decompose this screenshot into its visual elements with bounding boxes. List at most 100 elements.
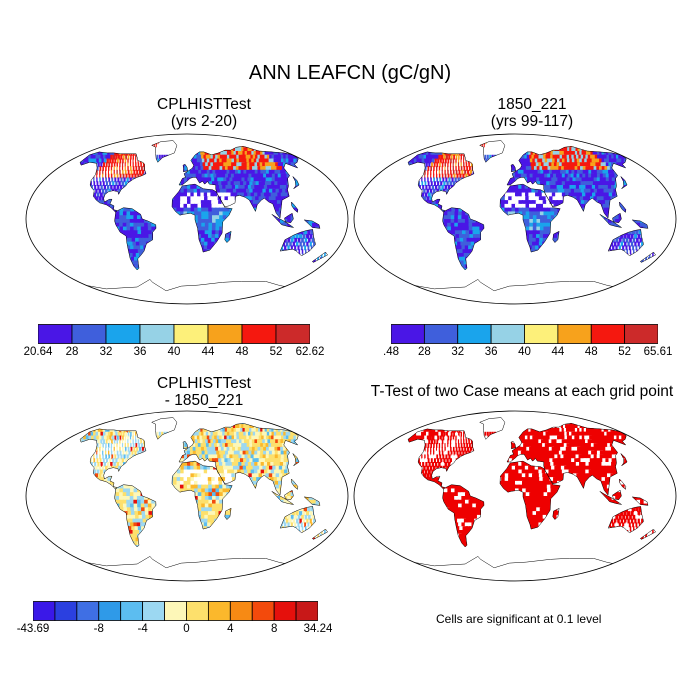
map-border [353, 410, 677, 582]
coastline-madagascar [224, 507, 232, 520]
land-fill [80, 417, 328, 581]
figure-title: ANN LEAFCN (gC/gN) [248, 62, 452, 84]
land-fill [408, 140, 656, 304]
colorbar-diff-swatch [164, 601, 187, 621]
coastline-australia [279, 506, 316, 534]
colorbar-ctrl-label: 32 [451, 346, 465, 358]
coastline-new-guinea [631, 219, 649, 229]
coastline-south-america [114, 207, 157, 271]
colorbar-ctrl-label: 48 [584, 346, 598, 358]
colorbar-test-label: 52 [269, 346, 283, 358]
coastline-indonesia [599, 214, 622, 228]
coastlines [407, 417, 656, 581]
colorbar-test-swatch [173, 324, 209, 344]
colorbar-ctrl-swatch [457, 324, 492, 344]
colorbar-ctrl: .48 28 32 36 40 44 48 52 65.61 [383, 324, 672, 360]
map-border [25, 410, 349, 582]
colorbar-diff-swatch [54, 601, 78, 621]
coastline-north-america [407, 151, 475, 213]
colorbar-test-label: 20.64 [23, 346, 53, 358]
colorbar-diff-swatch [273, 601, 297, 621]
coastline-africa [499, 460, 561, 530]
coastline-uk [182, 440, 188, 450]
map-ttest [353, 410, 677, 582]
ttest-note: Cells are significant at 0.1 level [436, 612, 602, 626]
coastline-borneo [612, 489, 622, 501]
colorbar-test-swatch [241, 324, 277, 344]
panel-title-ttest-line1: T-Test of two Case means at each grid po… [370, 383, 674, 400]
colorbar-test-swatch [71, 324, 107, 344]
colorbar-diff-label: -8 [93, 623, 104, 635]
coastline-japan [292, 453, 300, 467]
coastline-north-america [79, 428, 147, 490]
colorbar-ctrl-label: 44 [551, 346, 565, 358]
colorbar-diff-swatch [98, 601, 122, 621]
colorbar-ctrl-swatches [391, 324, 658, 344]
coastline-south-america [442, 207, 485, 271]
coastline-new-zealand [639, 251, 656, 263]
map-ctrl [353, 133, 677, 305]
colorbar-ctrl-swatch [557, 324, 592, 344]
coastline-indonesia [599, 491, 622, 505]
panel-title-ctrl: 1850_221 (yrs 99-117) [382, 96, 682, 130]
coastline-new-guinea [303, 496, 321, 506]
coastline-japan [620, 176, 628, 190]
panel-title-diff: CPLHISTTest - 1850_221 [54, 375, 354, 409]
colorbar-diff-labels: -43.69 -8 -4 0 4 8 34.24 [17, 623, 333, 637]
colorbar-diff-swatch [207, 601, 231, 621]
coastline-philippines [619, 478, 627, 490]
coastline-japan [620, 453, 628, 467]
colorbar-test-label: 28 [65, 346, 79, 358]
colorbar-test-swatch [207, 324, 243, 344]
panel-title-diff-line2: - 1850_221 [164, 392, 244, 409]
coastline-new-guinea [303, 219, 321, 229]
coastline-new-guinea [631, 496, 649, 506]
colorbar-test-swatch [38, 324, 73, 344]
colorbar-test-label: 62.62 [295, 346, 325, 358]
coastline-eurasia [506, 423, 627, 496]
coastline-borneo [284, 489, 294, 501]
colorbar-test-label: 32 [99, 346, 113, 358]
colorbar-ctrl-label: 40 [518, 346, 531, 358]
coastline-indonesia [271, 214, 294, 228]
colorbar-ctrl-label: 65.61 [643, 346, 673, 358]
coastline-indonesia [271, 491, 294, 505]
coastline-africa [171, 460, 233, 530]
map-test [25, 133, 349, 305]
land-fill [80, 140, 328, 304]
coastline-eurasia [506, 146, 627, 219]
coastline-madagascar [552, 507, 560, 520]
panel-title-ctrl-line1: 1850_221 [497, 96, 567, 113]
coastline-new-zealand [639, 528, 656, 540]
colorbar-diff-swatch [76, 601, 100, 621]
colorbar-diff-swatch [142, 601, 165, 621]
coastline-greenland [479, 417, 506, 440]
colorbar-ctrl-label: 52 [618, 346, 632, 358]
coastline-new-zealand [311, 528, 328, 540]
panel-title-diff-line1: CPLHISTTest [157, 375, 251, 392]
colorbar-diff-swatch [251, 601, 275, 621]
panel-title-test-line1: CPLHISTTest [157, 96, 251, 113]
map-border [353, 133, 677, 305]
coastline-north-america [407, 428, 475, 490]
colorbar-test-label: 40 [167, 346, 181, 358]
colorbar-ctrl-swatch [391, 324, 425, 344]
colorbar-ctrl-label: 28 [417, 346, 431, 358]
colorbar-test-labels: 20.64 28 32 36 40 44 48 52 62.62 [24, 346, 325, 360]
coastline-uk [182, 163, 188, 173]
coastline-greenland [151, 140, 178, 163]
colorbar-test-swatch [139, 324, 175, 344]
land-fill [408, 417, 656, 550]
panel-title-ttest: T-Test of two Case means at each grid po… [352, 383, 692, 400]
coastline-australia [607, 506, 644, 534]
coastline-australia [279, 229, 316, 257]
coastline-uk [510, 440, 516, 450]
colorbar-ctrl-label: 36 [484, 346, 498, 358]
coastline-greenland [479, 140, 506, 163]
colorbar-diff-label: -4 [137, 623, 148, 635]
colorbar-diff-swatches [33, 601, 318, 621]
coastline-borneo [284, 212, 294, 224]
coastlines [79, 417, 328, 581]
coastline-madagascar [552, 230, 560, 243]
coastline-madagascar [224, 230, 232, 243]
